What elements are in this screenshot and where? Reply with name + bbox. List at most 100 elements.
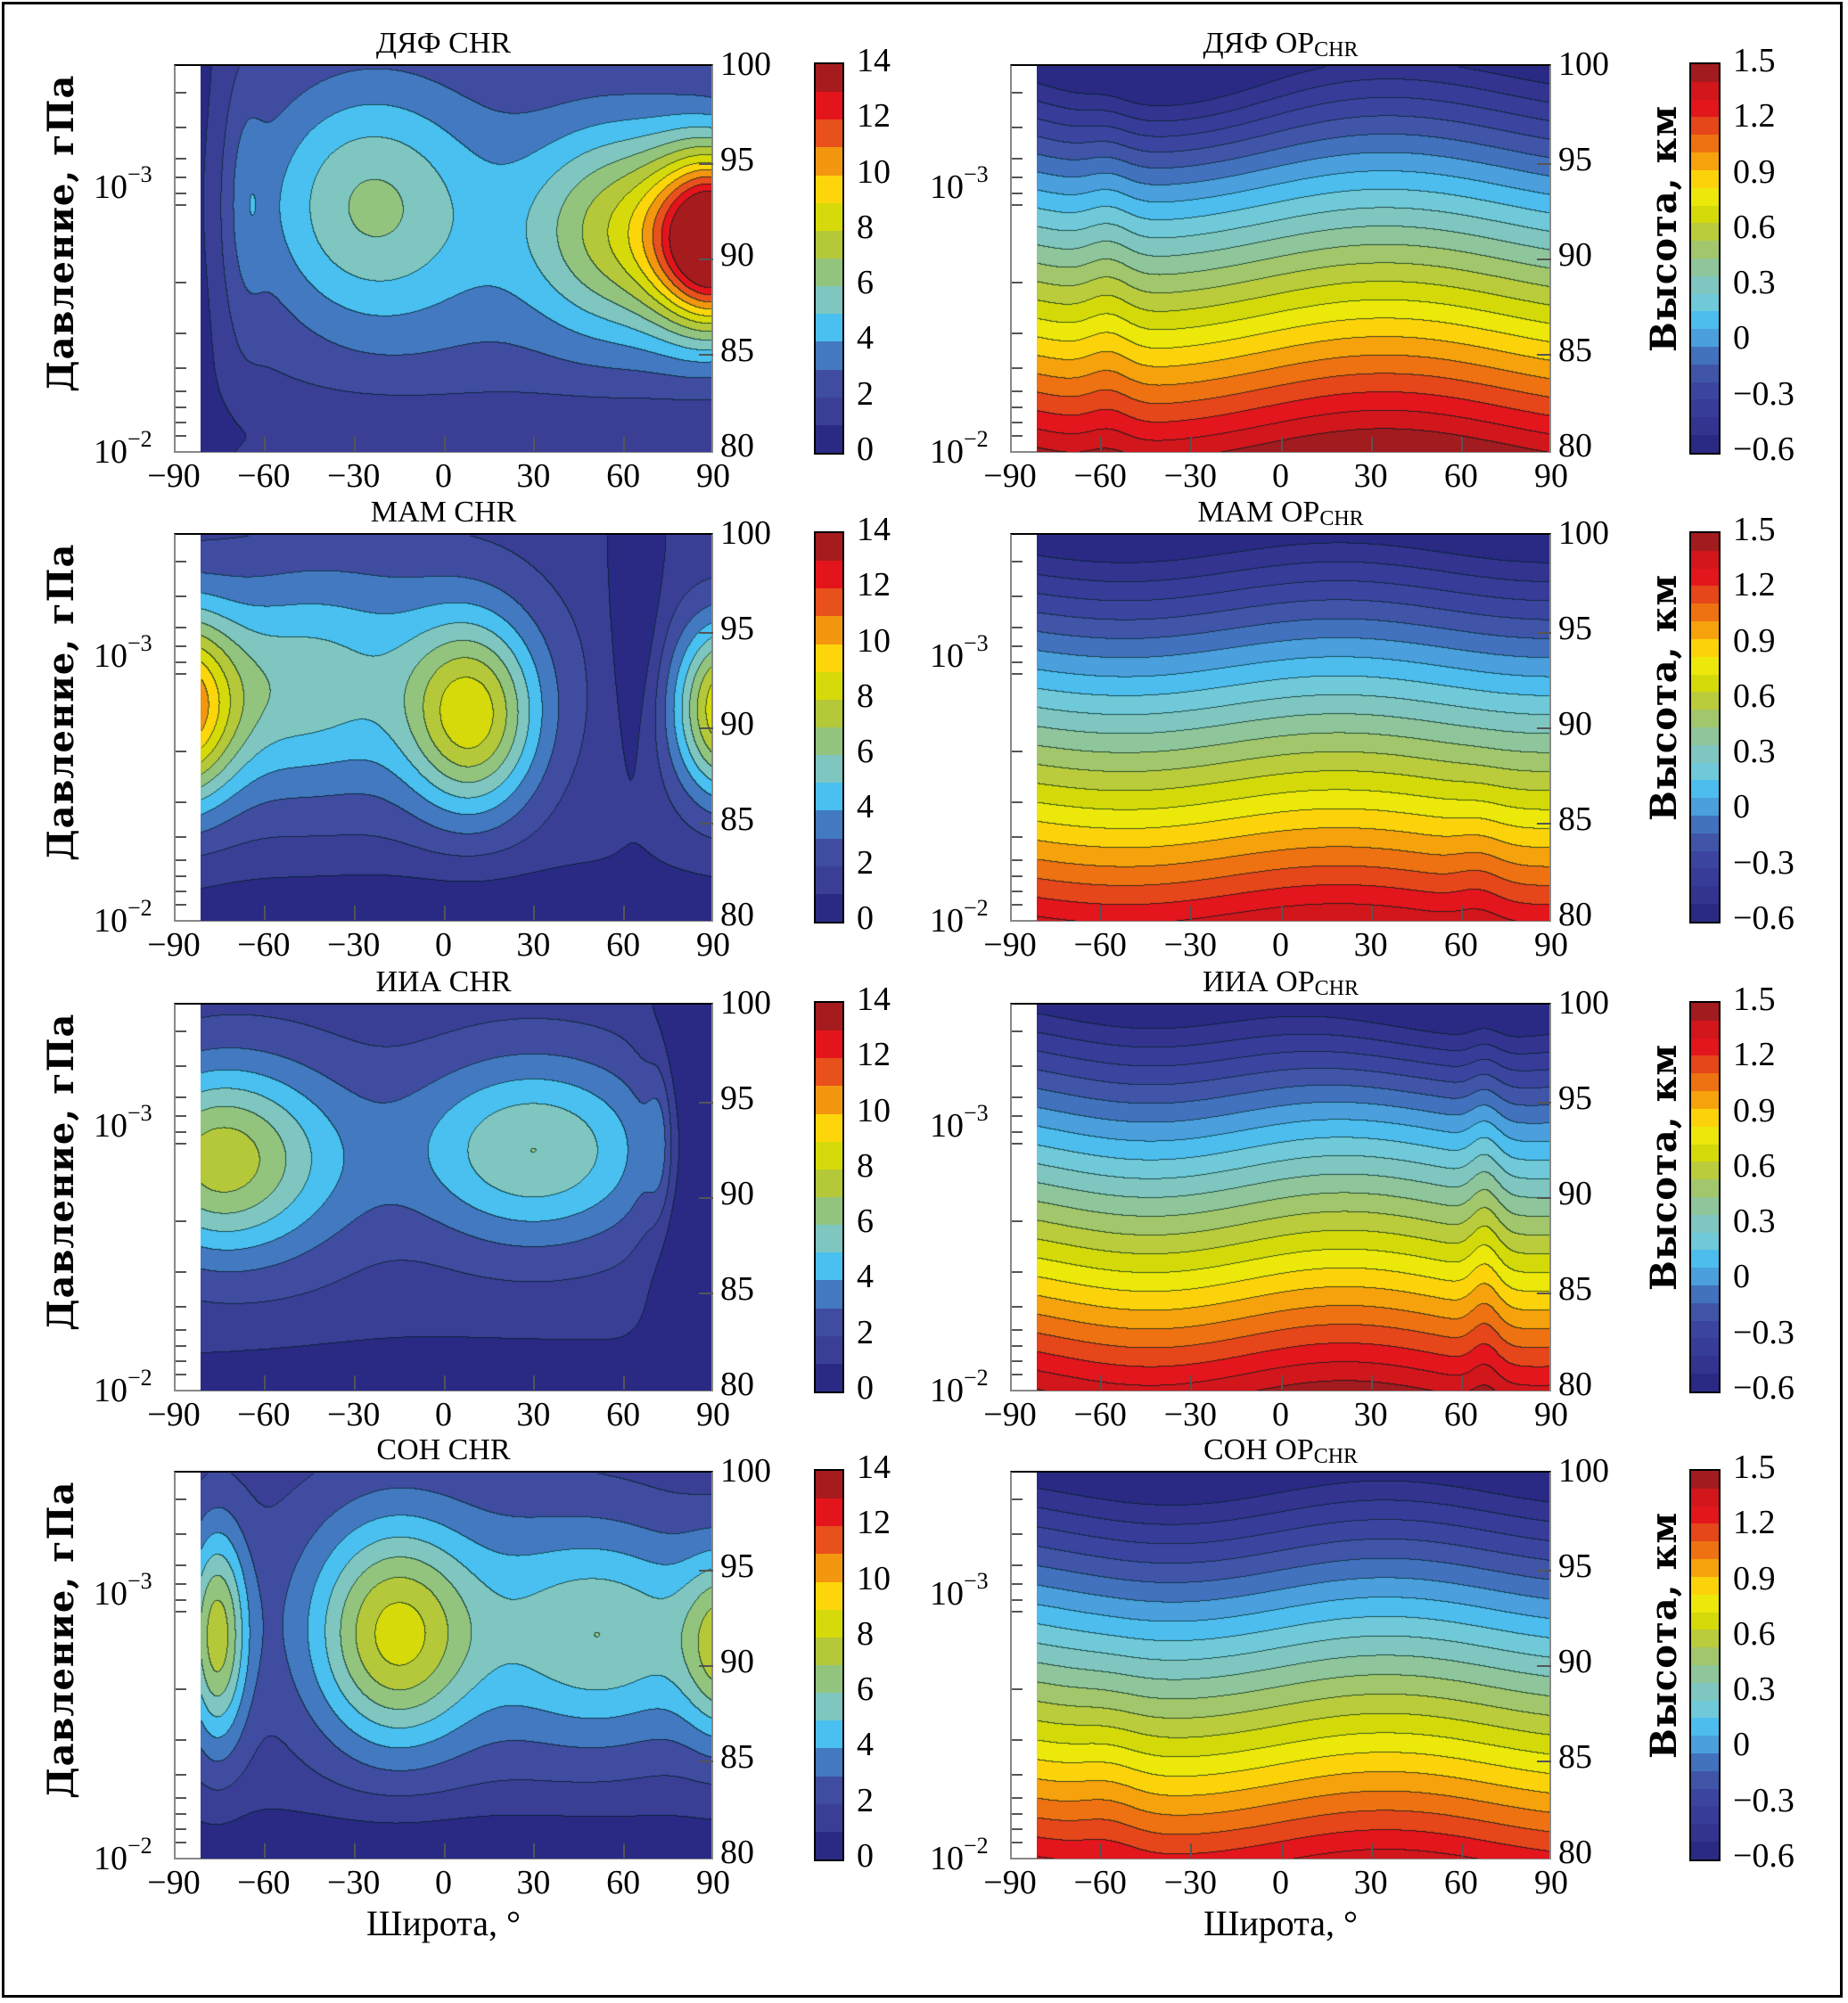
x-tick-mark (533, 1843, 536, 1858)
x-tick-label: −30 (1163, 457, 1218, 495)
x-tick-label: −90 (983, 1864, 1037, 1901)
x-tick-mark (443, 1375, 446, 1390)
colorbar-segment (1691, 550, 1719, 569)
colorbar-segment (1691, 1664, 1719, 1683)
colorbar (1689, 1469, 1721, 1861)
y-minor-tick (176, 390, 186, 393)
y-minor-tick (176, 626, 186, 628)
y-minor-tick (176, 560, 186, 562)
x-tick-mark (623, 906, 626, 920)
x-tick-label: 30 (516, 926, 551, 964)
y-tick-label-altitude: 90 (720, 1175, 754, 1212)
colorbar-segment (1691, 1559, 1719, 1577)
x-tick-label: −90 (983, 457, 1037, 495)
colorbar-label: Высота, км (1643, 1043, 1685, 1291)
y-minor-tick (1012, 1797, 1023, 1800)
y-minor-tick (176, 192, 186, 194)
pressure-base: 10 (94, 432, 127, 471)
y-tick-label-pressure: 10−2 (94, 426, 152, 472)
y-minor-tick (1012, 904, 1023, 907)
colorbar-tick-label: −0.6 (1733, 431, 1795, 468)
y-minor-tick (176, 1842, 186, 1844)
x-tick-label: −60 (1073, 1864, 1127, 1901)
y-tick-label-altitude: 100 (720, 514, 771, 552)
x-tick-mark (1460, 1375, 1463, 1390)
y-tick-label-altitude: 85 (720, 332, 754, 369)
colorbar-tick-label: 0 (857, 899, 874, 937)
colorbar-segment (1691, 1302, 1719, 1321)
colorbar (1689, 62, 1721, 455)
colorbar-tick-label: 4 (857, 1258, 874, 1296)
y-minor-tick (1012, 390, 1023, 393)
colorbar-tick-label: 14 (857, 511, 891, 548)
x-tick-label: 0 (1272, 926, 1289, 964)
colorbar-segment (816, 1664, 842, 1694)
colorbar-segment (1691, 1091, 1719, 1109)
y-minor-tick (176, 367, 186, 370)
y-minor-tick (1012, 1610, 1023, 1613)
colorbar-tick-label: 12 (857, 566, 891, 604)
colorbar-segment (816, 783, 842, 811)
colorbar-segment (1691, 99, 1719, 118)
colorbar-segment (1691, 692, 1719, 710)
colorbar-segment (816, 286, 842, 315)
colorbar-segment (1691, 329, 1719, 347)
x-tick-mark (1280, 1843, 1283, 1858)
colorbar-segment (1691, 886, 1719, 905)
colorbar-segment (1691, 275, 1719, 294)
y-tick-label-altitude: 100 (720, 45, 771, 83)
x-tick-label: 30 (1353, 457, 1388, 495)
colorbar-segment (816, 314, 842, 342)
y-tick-label-altitude: 95 (1558, 1547, 1592, 1585)
colorbar-tick-label: 12 (857, 1036, 891, 1074)
y-minor-tick (1012, 1564, 1023, 1566)
colorbar-segment (816, 1113, 842, 1142)
colorbar-segment (816, 1554, 842, 1582)
chart-title: ИИА CHR (375, 965, 511, 999)
colorbar-tick-label: 0.3 (1733, 264, 1776, 302)
x-tick-mark (263, 437, 266, 451)
y-minor-tick (176, 904, 186, 907)
y-tick-label-pressure: 10−2 (94, 895, 152, 940)
x-tick-label: 90 (1534, 1396, 1568, 1433)
pressure-exponent: −2 (964, 1832, 989, 1859)
y-tick-mark-altitude (699, 1102, 713, 1104)
colorbar-tick-label: 1.2 (1733, 1504, 1776, 1542)
pressure-base: 10 (930, 1107, 964, 1145)
x-tick-label: −90 (983, 926, 1037, 964)
colorbar-segment (1691, 81, 1719, 100)
y-tick-label-altitude: 95 (720, 1547, 754, 1585)
pressure-exponent: −3 (127, 630, 152, 657)
colorbar-segment (816, 1141, 842, 1170)
x-tick-mark (1460, 906, 1463, 920)
colorbar-tick-label: 0.9 (1733, 621, 1776, 660)
colorbar (1689, 1001, 1721, 1393)
y-tick-label-pressure: 10−3 (94, 630, 152, 676)
colorbar-tick-label: 2 (857, 843, 874, 882)
x-tick-label: −90 (147, 1864, 201, 1901)
x-tick-mark (263, 1843, 266, 1858)
y-tick-mark-altitude (1537, 1197, 1551, 1199)
y-minor-tick (1012, 1828, 1023, 1831)
colorbar-segment (1691, 1523, 1719, 1542)
y-minor-tick (1012, 1306, 1023, 1309)
y-minor-tick (176, 800, 186, 803)
y-tick-label-pressure: 10−2 (94, 1833, 152, 1878)
colorbar-tick-label: 0.6 (1733, 1146, 1776, 1185)
x-tick-label: 60 (606, 1864, 641, 1901)
colorbar-segment (816, 1581, 842, 1610)
colorbar-segment (1691, 1824, 1719, 1843)
colorbar-segment (816, 1720, 842, 1749)
x-tick-label: 0 (435, 926, 452, 964)
y-minor-tick (1012, 406, 1023, 408)
colorbar-tick-label: −0.3 (1733, 374, 1795, 413)
y-minor-tick (1012, 1064, 1023, 1067)
x-tick-label: 0 (1272, 1864, 1289, 1901)
colorbar-segment (1691, 1162, 1719, 1180)
colorbar-segment (1691, 816, 1719, 833)
y-minor-tick (1012, 1774, 1023, 1777)
y-tick-label-altitude: 90 (1558, 705, 1592, 743)
colorbar-segment (1691, 1506, 1719, 1524)
colorbar-segment (816, 1335, 842, 1364)
colorbar (814, 1001, 844, 1393)
